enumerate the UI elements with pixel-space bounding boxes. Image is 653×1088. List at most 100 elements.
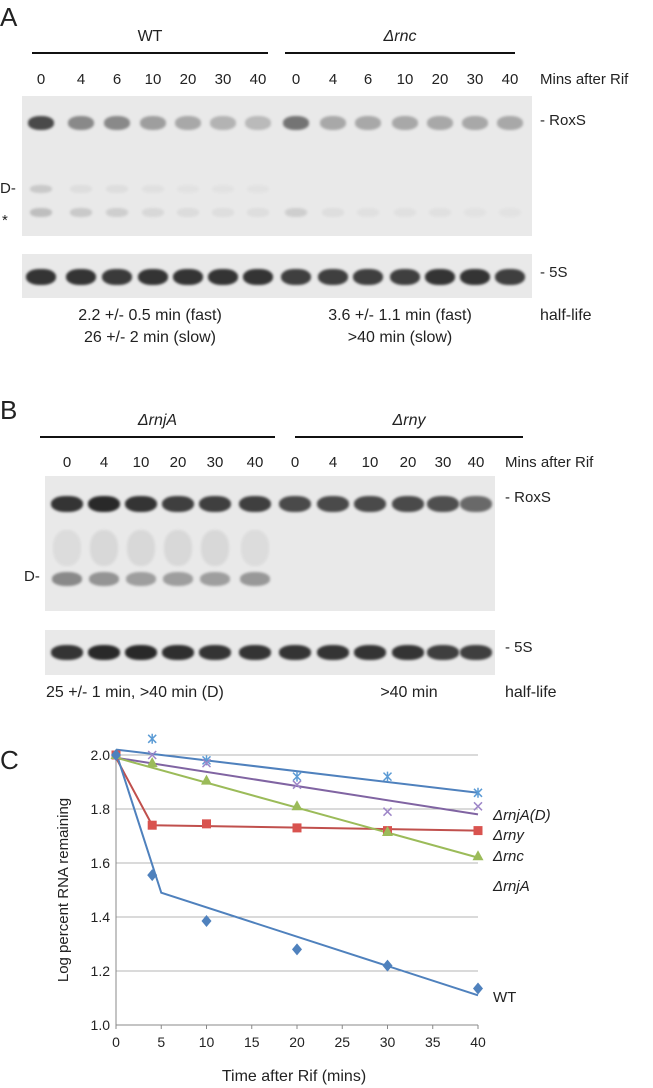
panel-a-5s-label: - 5S [540, 264, 568, 281]
roxs-band [140, 116, 166, 130]
fit-lines [115, 748, 479, 997]
time-label: 4 [328, 71, 338, 88]
data-point-square [202, 819, 211, 829]
time-label: 6 [363, 71, 373, 88]
d-band [200, 572, 230, 586]
data-point-square [292, 823, 302, 833]
roxs-band [125, 496, 157, 512]
5s-band [199, 645, 231, 660]
time-label: 30 [466, 71, 484, 88]
panel-a-halflife-label: half-life [540, 307, 592, 324]
data-point-diamond [201, 915, 212, 928]
time-label: 40 [246, 454, 264, 471]
halflife-rny: >40 min [380, 684, 438, 701]
5s-band [425, 269, 455, 285]
x-tick-label: 5 [157, 1034, 165, 1050]
series-label: ΔrnjA(D) [492, 807, 551, 824]
data-point-triangle [146, 757, 158, 768]
panel-b-5s-label: - 5S [505, 639, 533, 656]
5s-band [279, 645, 311, 660]
5s-band [102, 269, 132, 285]
group-rnja-label: ΔrnjA [137, 412, 178, 429]
time-label: 20 [399, 454, 417, 471]
roxs-band [28, 116, 54, 130]
time-label: 30 [434, 454, 452, 471]
5s-band [51, 645, 83, 660]
x-tick-label: 20 [289, 1034, 305, 1050]
star-band [142, 208, 164, 217]
data-point-triangle [201, 774, 212, 785]
roxs-band [239, 496, 271, 512]
roxs-band [320, 116, 346, 130]
data-point-star [473, 787, 483, 798]
fit-line [115, 756, 479, 816]
roxs-band [279, 496, 311, 512]
time-label: 30 [214, 71, 232, 88]
5s-band [390, 269, 420, 285]
time-label: 10 [144, 71, 162, 88]
data-point-star [292, 771, 302, 782]
time-label: 10 [396, 71, 414, 88]
x-tick-label: 30 [380, 1034, 396, 1050]
data-point-triangle [291, 800, 303, 811]
5s-band [281, 269, 311, 285]
5s-band [88, 645, 120, 660]
time-label: 4 [76, 71, 86, 88]
star-band [106, 208, 128, 217]
smear-band [164, 530, 192, 566]
data-point-x [473, 801, 483, 811]
5s-band [317, 645, 349, 660]
roxs-band [392, 116, 418, 130]
x-tick-label: 0 [112, 1034, 120, 1050]
roxs-band [317, 496, 349, 512]
5s-band [460, 645, 492, 660]
roxs-band [199, 496, 231, 512]
roxs-band [162, 496, 194, 512]
x-tick-label: 10 [199, 1034, 215, 1050]
data-point-diamond [473, 982, 483, 995]
x-axis-title: Time after Rif (mins) [222, 1068, 366, 1085]
series-label: Δrnc [492, 848, 524, 865]
roxs-band [392, 496, 424, 512]
data-point-x [201, 758, 212, 768]
time-label: 4 [99, 454, 109, 471]
fit-line [115, 751, 479, 997]
series-label: Δrny [492, 827, 525, 844]
time-label: 30 [206, 454, 224, 471]
time-label: 40 [249, 71, 267, 88]
time-label: 0 [290, 454, 300, 471]
roxs-band [104, 116, 130, 130]
halflife-wt-line2: 26 +/- 2 min (slow) [83, 329, 217, 346]
roxs-band [497, 116, 523, 130]
5s-band [138, 269, 168, 285]
roxs-band [427, 496, 459, 512]
panel-a-time-axis-label: Mins after Rif [540, 71, 629, 88]
panel-a-star-label: * [2, 212, 8, 229]
roxs-band [427, 116, 453, 130]
roxs-band [283, 116, 309, 130]
group-rny-bar [295, 436, 523, 438]
5s-band [318, 269, 348, 285]
star-band [212, 208, 234, 217]
5s-band [26, 269, 56, 285]
halflife-rnc-line1: 3.6 +/- 1.1 min (fast) [328, 307, 472, 324]
time-label: 20 [179, 71, 197, 88]
smear-band [53, 530, 81, 566]
fit-line [115, 757, 479, 832]
5s-band [208, 269, 238, 285]
roxs-band [175, 116, 201, 130]
series-label: WT [493, 989, 516, 1006]
panel-b-time-axis-label: Mins after Rif [505, 454, 594, 471]
y-axis-title: Log percent RNA remaining [55, 798, 72, 982]
x-tick-label: 15 [244, 1034, 260, 1050]
smear-band [127, 530, 155, 566]
halflife-rnc-line2: >40 min (slow) [347, 329, 453, 346]
time-label: 10 [132, 454, 150, 471]
panel-b-roxs-label: - RoxS [505, 489, 551, 506]
data-point-star [147, 733, 157, 744]
5s-band [495, 269, 525, 285]
y-tick-label: 1.0 [91, 1017, 111, 1033]
d-band [126, 572, 156, 586]
x-tick-label: 40 [470, 1034, 486, 1050]
d-band [30, 185, 52, 193]
